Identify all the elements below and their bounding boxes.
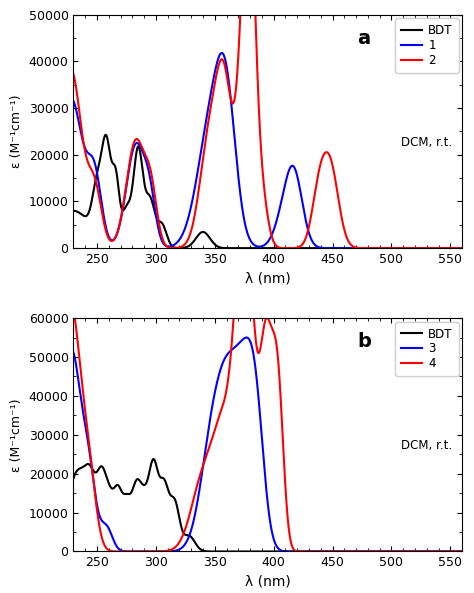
Text: DCM, r.t.: DCM, r.t. <box>401 136 452 149</box>
Legend: BDT, 3, 4: BDT, 3, 4 <box>395 321 459 376</box>
Text: b: b <box>357 332 371 351</box>
X-axis label: λ (nm): λ (nm) <box>245 272 291 286</box>
Text: DCM, r.t.: DCM, r.t. <box>401 439 452 452</box>
Y-axis label: ε (M⁻¹cm⁻¹): ε (M⁻¹cm⁻¹) <box>10 398 23 471</box>
Y-axis label: ε (M⁻¹cm⁻¹): ε (M⁻¹cm⁻¹) <box>10 95 23 168</box>
Legend: BDT, 1, 2: BDT, 1, 2 <box>395 18 459 73</box>
X-axis label: λ (nm): λ (nm) <box>245 575 291 589</box>
Text: a: a <box>357 29 370 48</box>
